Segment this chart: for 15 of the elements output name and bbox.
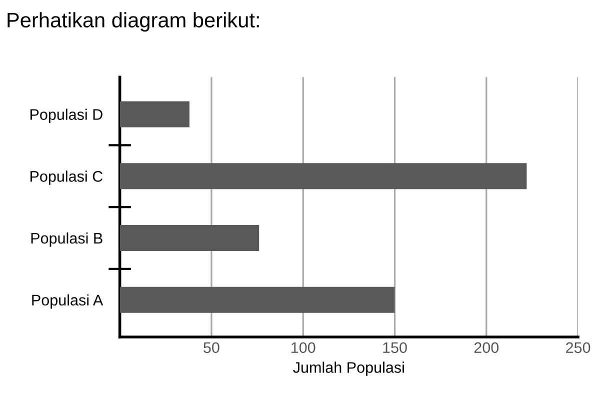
bar bbox=[120, 101, 190, 128]
x-tick-label: 100 bbox=[292, 342, 316, 354]
bar bbox=[120, 163, 527, 190]
y-tick-label: Populasi D bbox=[30, 108, 102, 123]
chart-title: Perhatikan diagram berikut: bbox=[8, 12, 259, 32]
bar bbox=[120, 225, 260, 251]
y-tick-label: Populasi C bbox=[30, 170, 103, 185]
bar bbox=[120, 286, 395, 313]
y-tick-label: Populasi A bbox=[32, 294, 104, 309]
x-tick-label: 150 bbox=[383, 342, 407, 354]
x-axis-title: Jumlah Populasi bbox=[293, 362, 404, 376]
x-tick-label: 200 bbox=[474, 342, 499, 354]
y-tick-label: Populasi B bbox=[31, 232, 102, 247]
x-tick-label: 50 bbox=[204, 342, 220, 354]
x-tick-label: 250 bbox=[566, 342, 590, 354]
